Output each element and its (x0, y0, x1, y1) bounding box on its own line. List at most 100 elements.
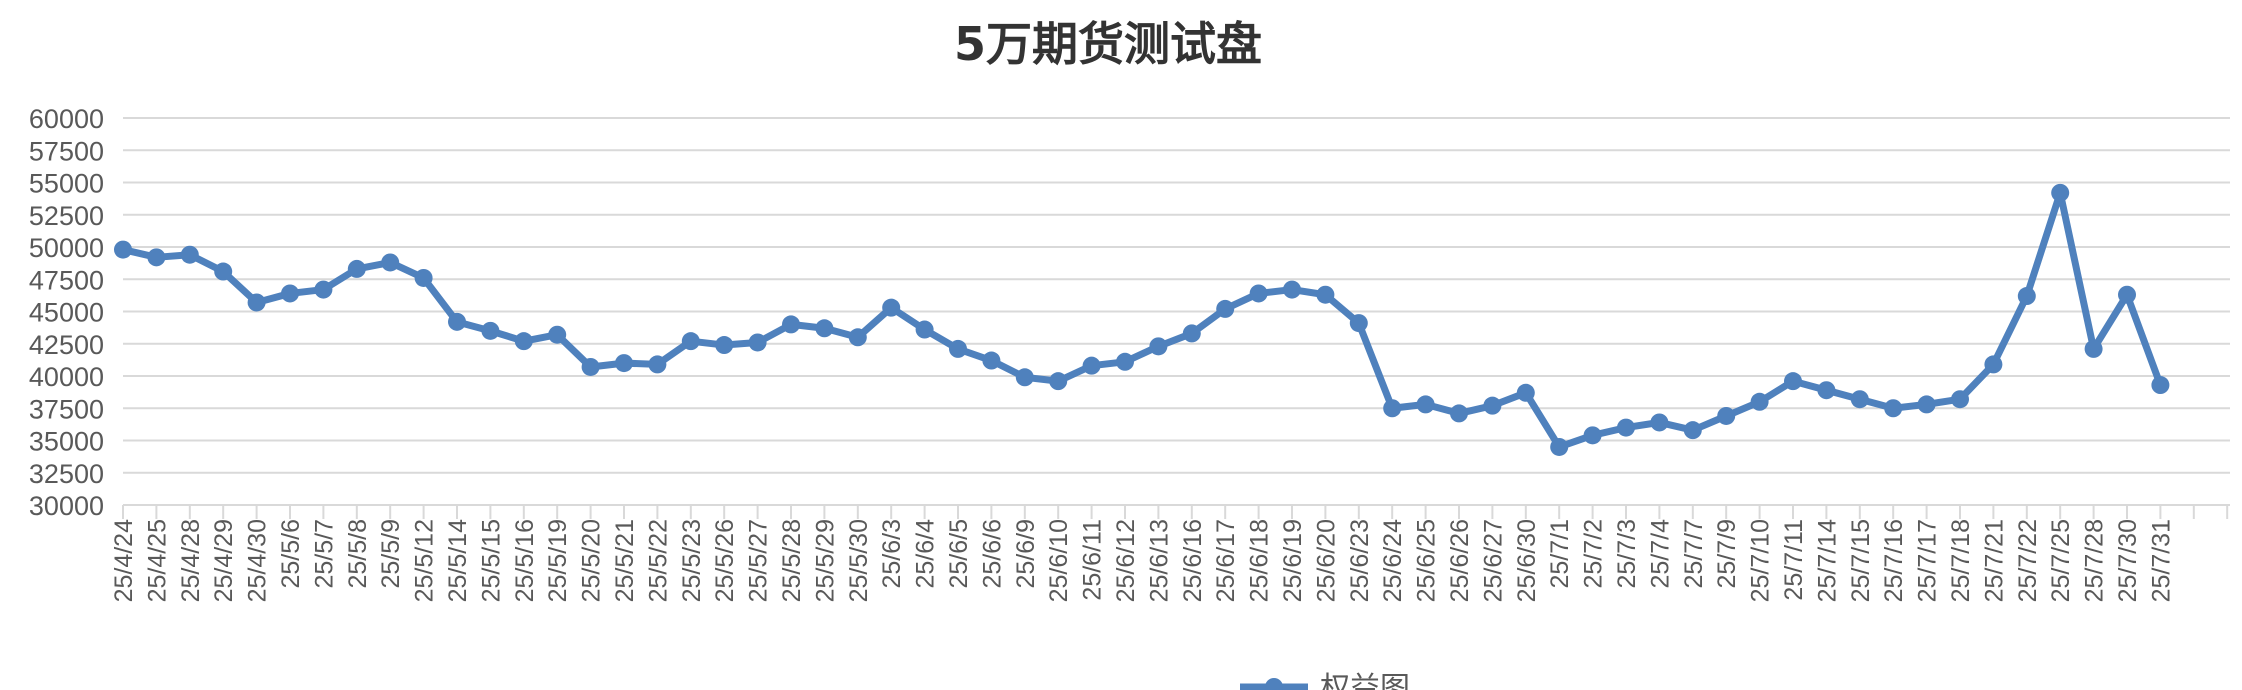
x-tick-label: 25/4/30 (244, 519, 272, 602)
x-tick-label: 25/7/4 (1646, 519, 1674, 589)
x-tick-label: 25/6/26 (1446, 519, 1474, 602)
x-tick-label: 25/5/27 (745, 519, 773, 602)
x-tick-label: 25/6/3 (878, 519, 906, 589)
x-tick-label: 25/6/18 (1246, 519, 1274, 602)
data-point (281, 284, 299, 303)
x-tick-label: 25/6/27 (1479, 519, 1507, 602)
x-tick-label: 25/6/10 (1045, 519, 1073, 602)
data-point (982, 351, 1001, 370)
x-tick-label: 25/7/22 (2014, 519, 2042, 602)
data-point (882, 298, 901, 317)
y-tick-label: 47500 (29, 265, 104, 295)
data-point (1717, 406, 1736, 425)
data-point (848, 328, 867, 347)
data-point (1316, 285, 1335, 304)
data-point (2084, 339, 2103, 358)
x-tick-label: 25/6/16 (1179, 519, 1207, 602)
y-tick-label: 35000 (29, 427, 104, 457)
y-tick-label: 57500 (29, 136, 104, 166)
x-tick-label: 25/7/1 (1546, 519, 1574, 589)
data-point (247, 293, 266, 312)
data-point (1149, 337, 1168, 356)
x-tick-label: 25/7/18 (1947, 519, 1975, 602)
data-point (648, 355, 667, 374)
data-point (1617, 418, 1635, 437)
data-point (1216, 299, 1235, 318)
x-tick-label: 25/7/14 (1813, 519, 1841, 603)
x-tick-label: 25/5/26 (711, 519, 739, 602)
x-tick-label: 25/6/9 (1012, 519, 1040, 589)
series-equity (114, 183, 2170, 456)
x-tick-label: 25/7/10 (1747, 519, 1775, 602)
y-tick-label: 50000 (29, 233, 104, 263)
x-tick-label: 25/7/9 (1713, 519, 1741, 589)
x-tick-label: 25/5/15 (477, 519, 505, 602)
x-tick-label: 25/6/6 (978, 519, 1006, 589)
x-tick-label: 25/7/31 (2147, 519, 2175, 602)
x-tick-label: 25/5/19 (544, 519, 572, 602)
x-tick-label: 25/4/24 (110, 519, 138, 603)
data-point (2017, 287, 2036, 306)
x-axis: 25/4/24 25/4/25 25/4/28 25/4/29 25/4/30 25/5/… (110, 504, 2230, 603)
data-point (615, 354, 633, 373)
data-point (1283, 280, 1301, 299)
x-tick-label: 25/4/28 (177, 519, 205, 602)
data-point (347, 259, 366, 278)
x-tick-label: 25/6/25 (1413, 519, 1441, 602)
y-tick-label: 55000 (29, 169, 104, 199)
x-tick-label: 25/5/8 (344, 519, 372, 589)
data-point (1516, 383, 1535, 402)
data-point (1784, 372, 1802, 391)
data-point (815, 319, 834, 338)
data-point (782, 315, 800, 334)
data-point (1483, 396, 1502, 415)
legend-label: 权益图 (1320, 671, 1410, 690)
y-tick-label: 52500 (29, 201, 104, 231)
data-point (1951, 390, 1969, 409)
x-tick-label: 25/6/19 (1279, 519, 1307, 602)
x-tick-label: 25/6/23 (1346, 519, 1374, 602)
y-tick-label: 45000 (29, 298, 104, 328)
data-point (1683, 421, 1702, 440)
data-point (1817, 381, 1836, 400)
x-tick-label: 25/5/21 (611, 519, 639, 602)
x-tick-label: 25/7/16 (1880, 519, 1908, 602)
data-point (414, 268, 433, 287)
x-tick-label: 25/5/16 (511, 519, 539, 602)
x-tick-label: 25/4/25 (143, 519, 171, 602)
x-tick-label: 25/7/3 (1613, 519, 1641, 589)
grid-lines (123, 117, 2230, 506)
data-point (1049, 372, 1068, 391)
y-tick-label: 37500 (29, 394, 104, 424)
y-tick-label: 60000 (29, 104, 104, 134)
x-tick-label: 25/7/15 (1847, 519, 1875, 602)
legend-marker-icon (1265, 678, 1283, 690)
y-tick-label: 42500 (29, 330, 104, 360)
data-point (514, 332, 533, 351)
x-tick-label: 25/7/25 (2047, 519, 2075, 602)
data-point (1015, 368, 1034, 387)
data-point (1383, 399, 1402, 418)
data-point (147, 248, 166, 267)
data-point (581, 357, 600, 376)
x-tick-label: 25/7/17 (1914, 519, 1942, 602)
data-point (1650, 413, 1669, 432)
data-point (748, 333, 767, 352)
data-point (1550, 437, 1569, 456)
data-point (381, 253, 400, 272)
x-tick-label: 25/7/7 (1680, 519, 1708, 589)
chart-title: 5万期货测试盘 (954, 17, 1262, 71)
data-point (681, 332, 700, 351)
x-tick-label: 25/5/20 (578, 519, 606, 602)
x-tick-label: 25/7/2 (1580, 519, 1608, 589)
data-point (180, 245, 199, 264)
x-tick-label: 25/5/30 (845, 519, 873, 602)
x-tick-label: 25/5/29 (811, 519, 839, 602)
x-tick-label: 25/6/12 (1112, 519, 1140, 602)
x-tick-label: 25/4/29 (210, 519, 238, 602)
data-point (1082, 356, 1101, 375)
data-point (1349, 314, 1368, 333)
x-tick-label: 25/7/11 (1780, 519, 1808, 601)
data-point (481, 321, 500, 340)
